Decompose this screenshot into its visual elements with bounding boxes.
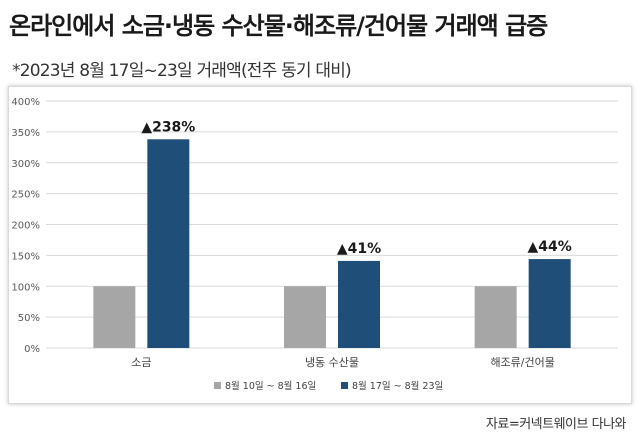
y-tick-label: 350%: [11, 128, 40, 139]
data-label: ▲238%: [141, 119, 195, 135]
y-tick-label: 150%: [11, 251, 40, 262]
source-note: 자료=커넥트웨이브 다나와: [485, 417, 627, 432]
x-tick-label: 해조류/건어물: [490, 355, 554, 369]
legend-label: 8월 10일 ~ 8월 16일: [225, 380, 316, 392]
y-tick-label: 50%: [18, 313, 40, 324]
legend-label: 8월 17일 ~ 8월 23일: [352, 380, 443, 392]
bar-chart: 0% 50% 100% 150% 200% 250% 300% 350% 400% ▲238% 소금…: [11, 97, 618, 392]
legend-swatch: [214, 382, 221, 389]
page-title: 온라인에서 소금·냉동 수산물·해조류/건어물 거래액 급증: [9, 12, 548, 40]
x-tick-label: 냉동 수산물: [305, 356, 359, 369]
y-tick-label: 100%: [11, 282, 40, 293]
y-tick-label: 0%: [24, 344, 40, 355]
data-label: ▲44%: [528, 239, 572, 255]
bar-current-week: [338, 260, 380, 348]
legend-swatch: [341, 382, 348, 389]
chart-panel: 0% 50% 100% 150% 200% 250% 300% 350% 400% ▲238% 소금…: [8, 86, 632, 404]
y-tick-label: 400%: [11, 97, 40, 108]
y-tick-label: 250%: [11, 190, 40, 201]
data-label: ▲41%: [337, 241, 381, 257]
x-tick-label: 소금: [131, 356, 151, 369]
bar-previous-week: [284, 286, 326, 348]
page-subtitle: *2023년 8월 17일~23일 거래액(전주 동기 대비): [12, 61, 352, 81]
y-tick-label: 200%: [11, 221, 40, 232]
y-tick-label: 300%: [11, 159, 40, 170]
bar-previous-week: [474, 286, 517, 348]
bar-current-week: [147, 139, 190, 348]
bar-current-week: [528, 259, 571, 348]
bar-previous-week: [93, 286, 136, 348]
